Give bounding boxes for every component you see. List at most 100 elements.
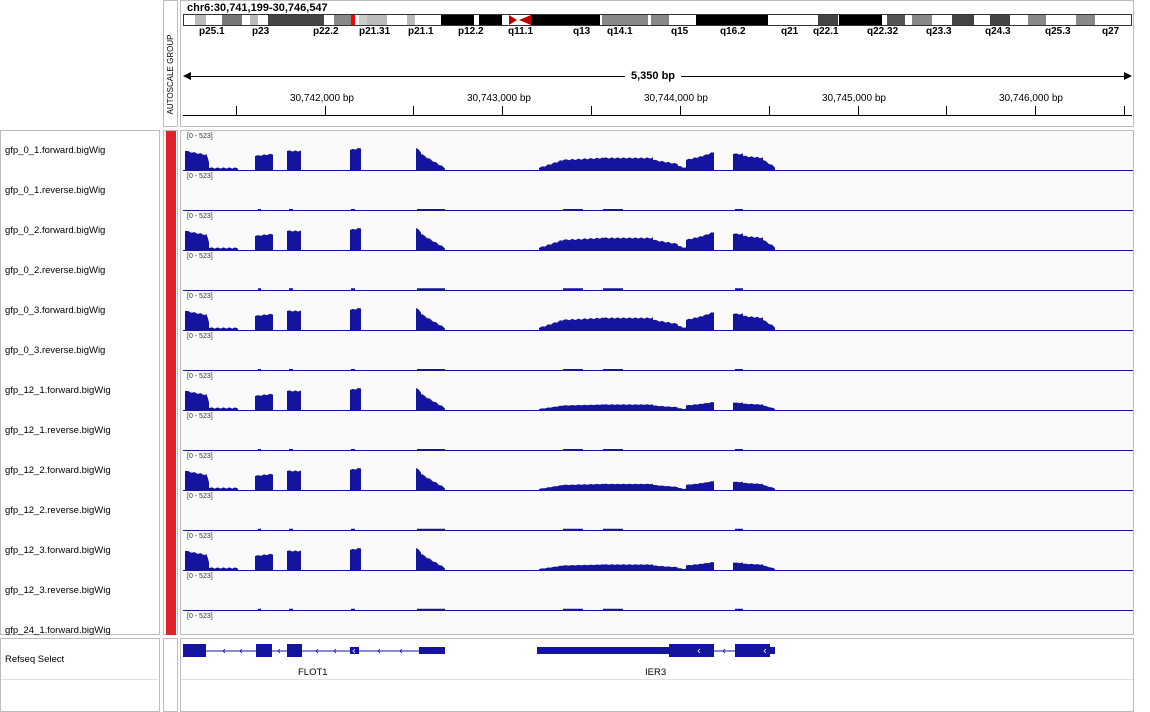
ideogram-band-label: q16.2 [720, 26, 746, 37]
gene-annotation-track[interactable] [180, 638, 1134, 680]
ideogram-band [1046, 15, 1076, 25]
signal-track[interactable]: [0 - 523] [183, 491, 1133, 531]
data-range-label: [0 - 523] [187, 213, 213, 220]
gene-label-flot1[interactable]: FLOT1 [298, 667, 328, 678]
track-color-attribute[interactable] [166, 531, 176, 571]
ideogram-band [648, 15, 651, 25]
ruler-tick [858, 106, 859, 115]
ideogram-band [696, 15, 738, 25]
ideogram-band [905, 15, 912, 25]
track-name-label: gfp_0_3.reverse.bigWig [5, 345, 106, 356]
track-color-attribute[interactable] [166, 251, 176, 291]
ideogram-band [387, 15, 407, 25]
track-name-cell[interactable]: gfp_0_2.reverse.bigWig [0, 251, 159, 291]
track-color-attribute[interactable] [166, 611, 176, 635]
signal-area [185, 547, 775, 570]
track-name-cell[interactable]: gfp_12_2.forward.bigWig [0, 451, 159, 491]
track-color-attribute[interactable] [166, 291, 176, 331]
signal-track[interactable]: [0 - 523] [183, 291, 1133, 331]
signal-plot [183, 608, 1133, 611]
ideogram-band-label: q23.3 [926, 26, 952, 37]
signal-track[interactable]: [0 - 523] [183, 131, 1133, 171]
ruler-tick [591, 106, 592, 115]
ideogram-band [1010, 15, 1028, 25]
ideogram-band [839, 15, 882, 25]
track-color-attribute[interactable] [166, 171, 176, 211]
track-color-attribute[interactable] [166, 451, 176, 491]
signal-area [258, 369, 743, 370]
signal-track[interactable]: [0 - 523] [183, 531, 1133, 571]
track-color-attribute[interactable] [166, 411, 176, 451]
signal-plot [183, 288, 1133, 291]
signal-track[interactable]: [0 - 523] [183, 331, 1133, 371]
track-name-cell[interactable]: gfp_0_3.forward.bigWig [0, 291, 159, 331]
track-names-panel [0, 130, 160, 635]
signal-plot [183, 528, 1133, 531]
track-name-label: gfp_12_3.forward.bigWig [5, 545, 111, 556]
ideogram-band [974, 15, 990, 25]
feature-attribute-panel [163, 638, 178, 712]
chromosome-ideogram[interactable] [183, 14, 1132, 26]
signal-track[interactable]: [0 - 523] [183, 611, 1133, 635]
signal-track[interactable]: [0 - 523] [183, 371, 1133, 411]
track-name-cell[interactable]: gfp_12_1.reverse.bigWig [0, 411, 159, 451]
signal-track[interactable]: [0 - 523] [183, 451, 1133, 491]
data-range-label: [0 - 523] [187, 493, 213, 500]
track-color-attribute[interactable] [166, 491, 176, 531]
track-name-label: gfp_12_1.forward.bigWig [5, 385, 111, 396]
ruler-tick [946, 106, 947, 115]
track-color-attribute[interactable] [166, 131, 176, 171]
refseq-track-name[interactable]: Refseq Select [5, 654, 65, 665]
signal-track[interactable]: [0 - 523] [183, 411, 1133, 451]
ideogram-band [222, 15, 242, 25]
data-panel [180, 130, 1134, 635]
track-color-attribute[interactable] [166, 571, 176, 611]
signal-plot [183, 209, 1133, 211]
signal-track[interactable]: [0 - 523] [183, 251, 1133, 291]
track-name-label: gfp_24_1.forward.bigWig [5, 625, 111, 636]
signal-plot [183, 147, 1133, 171]
ideogram-band [912, 15, 932, 25]
track-name-cell[interactable]: gfp_0_1.forward.bigWig [0, 131, 159, 171]
ruler-tick [769, 106, 770, 115]
ruler-tick [325, 106, 326, 115]
gene-label-ier3[interactable]: IER3 [645, 667, 667, 678]
ideogram-band-label: q13 [573, 26, 591, 37]
track-color-attribute[interactable] [166, 371, 176, 411]
data-range-label: [0 - 523] [187, 293, 213, 300]
track-name-cell[interactable]: gfp_24_1.forward.bigWig [0, 611, 159, 651]
ruler-tick-label: 30,745,000 bp [822, 93, 886, 104]
track-name-cell[interactable]: gfp_0_1.reverse.bigWig [0, 171, 159, 211]
ideogram-band [600, 15, 602, 25]
ruler-baseline [183, 115, 1132, 116]
signal-area [185, 307, 775, 330]
ideogram-band-label: p22.2 [313, 26, 339, 37]
name-header-panel [0, 0, 160, 127]
track-name-cell[interactable]: gfp_12_3.forward.bigWig [0, 531, 159, 571]
data-range-label: [0 - 523] [187, 533, 213, 540]
ideogram-band [602, 15, 648, 25]
track-name-cell[interactable]: gfp_0_3.reverse.bigWig [0, 331, 159, 371]
track-name-cell[interactable]: gfp_12_3.reverse.bigWig [0, 571, 159, 611]
autoscale-group-label: AUTOSCALE GROUP [166, 34, 175, 115]
track-name-cell[interactable]: gfp_12_2.reverse.bigWig [0, 491, 159, 531]
signal-track[interactable]: [0 - 523] [183, 171, 1133, 211]
ideogram-band [768, 15, 818, 25]
signal-track[interactable]: [0 - 523] [183, 571, 1133, 611]
track-name-label: gfp_0_1.reverse.bigWig [5, 185, 106, 196]
track-name-label: gfp_0_3.forward.bigWig [5, 305, 106, 316]
ruler-tick [1124, 106, 1125, 115]
track-color-attribute[interactable] [166, 331, 176, 371]
ideogram-band [1076, 15, 1095, 25]
signal-area [258, 288, 743, 290]
signal-area [258, 449, 743, 450]
ideogram-band [258, 15, 268, 25]
track-name-cell[interactable]: gfp_0_2.forward.bigWig [0, 211, 159, 251]
signal-track[interactable]: [0 - 523] [183, 211, 1133, 251]
ideogram-band [502, 15, 510, 25]
signal-area [185, 467, 775, 490]
feature-names-panel [0, 638, 160, 712]
signal-plot [183, 449, 1133, 451]
track-name-cell[interactable]: gfp_12_1.forward.bigWig [0, 371, 159, 411]
track-color-attribute[interactable] [166, 211, 176, 251]
